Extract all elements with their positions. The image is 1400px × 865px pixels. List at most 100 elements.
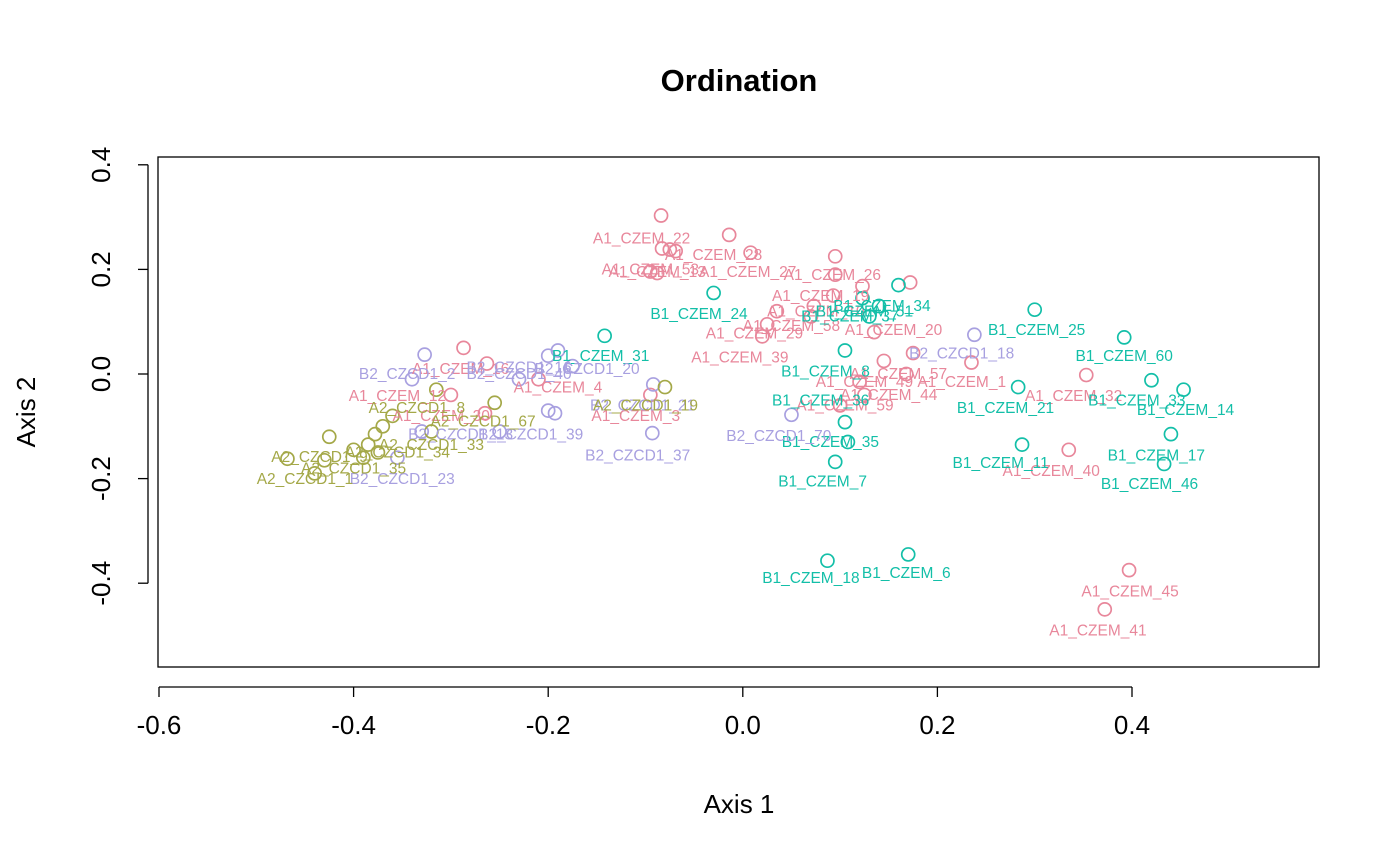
point-a2-czcd [370, 445, 386, 460]
x-tick-label: -0.2 [526, 710, 571, 740]
point-a2-czcd [346, 442, 361, 458]
points-layer [280, 208, 1191, 617]
point-label: A1_CZEM_32 [1025, 388, 1122, 405]
labels-layer: A1_CZEM_22A1_CZEM_28A1_CZEM_53A1_CZEM_13… [257, 230, 1235, 639]
point-label: A1_CZEM_39 [691, 349, 788, 366]
point-a1-czem [662, 242, 678, 257]
point-b2-czcd [967, 327, 982, 343]
point-label: B1_CZEM_34 [833, 298, 931, 315]
point-a1-czem [643, 264, 658, 279]
point-label: A1_CZEM_26 [784, 267, 881, 284]
point-label: B1_CZEM_46 [1101, 476, 1198, 493]
point-b1-czem [891, 277, 906, 293]
point-label: A1_CZEM_27 [699, 264, 796, 281]
point-label: A1_CZEM_45 [1081, 583, 1178, 600]
point-a1-czem [827, 248, 843, 264]
point-label: B1_CZEM_7 [778, 473, 867, 490]
point-label: A1_CZEM_40 [1003, 463, 1101, 480]
point-label: B1_CZEM_51 [816, 303, 913, 320]
y-tick-label: 0.2 [86, 251, 116, 287]
point-label: A2_CZCD1_9 [271, 449, 368, 466]
point-label: A1_CZEM_12 [349, 388, 446, 405]
point-b1-czem [706, 285, 721, 301]
point-b2-czcd [404, 371, 420, 387]
point-b2-czcd [511, 371, 527, 387]
point-label: B1_CZEM_17 [1108, 447, 1205, 464]
point-a2-czcd [428, 382, 444, 398]
point-b2-czcd [547, 405, 563, 421]
point-a1-czem [806, 298, 822, 314]
point-a1-czem [531, 371, 546, 387]
point-b1-czem [1144, 372, 1159, 388]
point-label: B2_CZCD1_16 [466, 359, 571, 376]
point-b1-czem [1010, 379, 1026, 395]
point-b2-czcd [390, 450, 405, 466]
point-label: B2_CZCD1_39 [478, 426, 583, 443]
point-a1-czem [443, 387, 459, 403]
point-b1-czem [837, 414, 853, 430]
point-a2-czcd [487, 395, 503, 411]
point-label: A1_CZEM_19 [772, 288, 869, 305]
point-label: A2_CZCD1_8 [369, 400, 466, 417]
point-a2-czcd [280, 451, 295, 467]
point-b2-czcd [550, 343, 566, 358]
point-b2-czcd [644, 425, 660, 441]
point-b2-czcd [492, 424, 507, 439]
point-label: B1_CZEM_11 [953, 455, 1049, 472]
y-tick-label: -0.4 [86, 561, 116, 606]
point-b1-czem [1027, 302, 1043, 318]
point-b1-czem [871, 298, 887, 314]
x-tick-label: 0.0 [725, 710, 761, 740]
point-a2-czcd [385, 408, 400, 424]
point-label: A2_CZCD1_33 [379, 437, 484, 454]
point-a1-czem [832, 398, 848, 413]
point-b2-czcd [784, 407, 799, 423]
point-label: B1_CZEM_33 [1088, 392, 1185, 409]
point-label: B2_CZCD1_40 [466, 366, 571, 383]
point-a2-czcd [424, 424, 439, 439]
point-label: B2_CZCD1_70 [726, 428, 831, 445]
point-a1-czem [654, 241, 670, 256]
x-tick-label: 0.4 [1114, 710, 1150, 740]
point-b1-czem [1176, 382, 1191, 398]
point-a2-czcd [375, 418, 391, 434]
point-label: A2_CZCD1_1 [257, 471, 354, 488]
point-b1-czem [1116, 330, 1132, 345]
point-label: B2_CZCD1_2 [359, 366, 456, 383]
point-b1-czem [1014, 437, 1030, 452]
point-label: A1_CZEM_29 [706, 325, 803, 342]
point-b1-czem [861, 309, 877, 324]
point-label: B1_CZEM_25 [988, 322, 1085, 339]
point-label: B2_CZCD1_21 [590, 398, 695, 415]
point-label: B2_CZCD1_37 [585, 447, 690, 464]
point-label: B1_CZEM_24 [650, 306, 748, 323]
point-b1-czem [1163, 426, 1179, 442]
point-a1-czem [649, 265, 665, 281]
point-a2-czcd [360, 437, 376, 452]
point-label: B2_CZCD1_23 [350, 471, 455, 488]
point-a1-czem [905, 345, 921, 361]
point-a2-czcd [317, 452, 332, 468]
x-axis-label: Axis 1 [704, 789, 775, 819]
point-label: B1_CZEM_6 [862, 565, 951, 582]
point-label: B2_CZCD1_13 [408, 426, 513, 443]
point-label: A1_CZEM_53 [602, 262, 699, 279]
point-a1-czem [827, 267, 843, 282]
point-b2-czcd [565, 358, 580, 374]
point-label: B1_CZEM_31 [552, 348, 649, 365]
plot-frame [157, 156, 1320, 668]
point-label: A1_CZEM_58 [743, 318, 840, 335]
y-axis: -0.4 -0.2 0.0 0.2 0.4 [86, 147, 149, 606]
point-label: A1_CZEM_49 [816, 374, 913, 391]
point-a1-czem [866, 324, 882, 340]
point-label: A2_CZCD1_34 [345, 445, 450, 462]
point-b1-czem [597, 328, 612, 344]
point-label: A1_CZEM_16 [412, 361, 509, 378]
y-tick-label: 0.0 [86, 356, 116, 392]
y-axis-label: Axis 2 [11, 377, 41, 448]
point-label: A1_CZEM_22 [593, 230, 690, 247]
point-b2-czcd [540, 403, 556, 418]
point-b1-czem [827, 454, 843, 470]
point-a2-czcd [321, 429, 337, 445]
